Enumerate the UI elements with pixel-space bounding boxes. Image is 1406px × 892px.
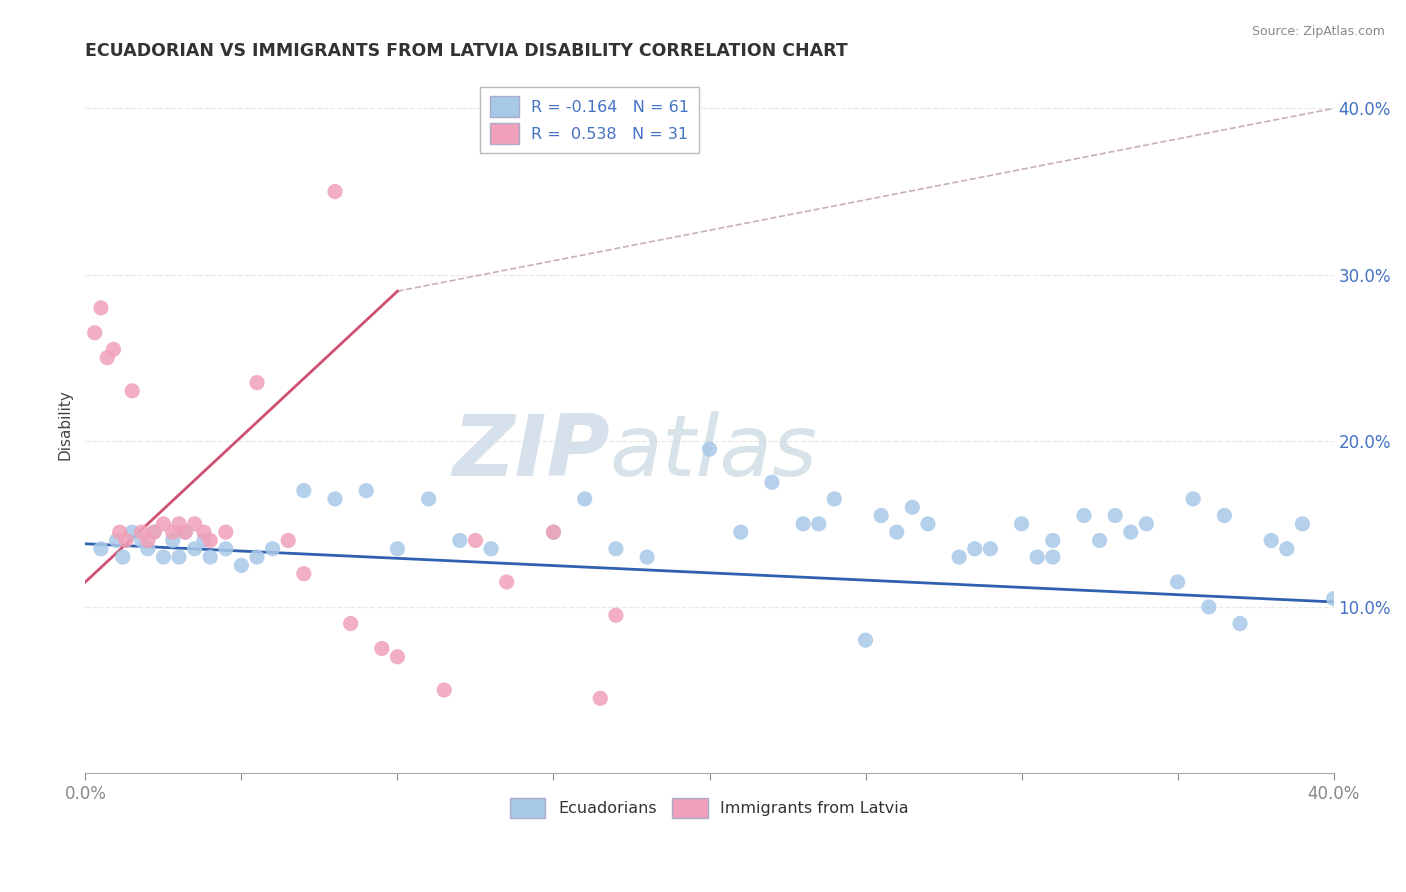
Point bbox=[143, 525, 166, 540]
Point bbox=[1167, 574, 1189, 589]
Point bbox=[193, 525, 215, 540]
Point bbox=[200, 533, 222, 548]
Point bbox=[495, 574, 517, 589]
Text: ECUADORIAN VS IMMIGRANTS FROM LATVIA DISABILITY CORRELATION CHART: ECUADORIAN VS IMMIGRANTS FROM LATVIA DIS… bbox=[86, 42, 848, 60]
Point bbox=[174, 525, 197, 540]
Point bbox=[103, 343, 125, 357]
Point bbox=[886, 525, 908, 540]
Point bbox=[162, 525, 184, 540]
Point bbox=[183, 541, 205, 556]
Point bbox=[121, 525, 143, 540]
Point bbox=[215, 541, 238, 556]
Point bbox=[1104, 508, 1126, 523]
Text: ZIP: ZIP bbox=[451, 410, 610, 493]
Point bbox=[339, 616, 361, 631]
Point bbox=[167, 550, 190, 565]
Point bbox=[1229, 616, 1251, 631]
Point bbox=[823, 491, 845, 506]
Point bbox=[323, 185, 346, 199]
Point bbox=[136, 541, 159, 556]
Point bbox=[354, 483, 377, 498]
Point bbox=[1135, 516, 1157, 531]
Point bbox=[543, 525, 565, 540]
Y-axis label: Disability: Disability bbox=[58, 389, 72, 459]
Point bbox=[231, 558, 253, 573]
Point bbox=[111, 550, 134, 565]
Point bbox=[1323, 591, 1346, 606]
Point bbox=[193, 533, 215, 548]
Point bbox=[636, 550, 658, 565]
Point bbox=[1260, 533, 1282, 548]
Point bbox=[387, 649, 409, 664]
Point bbox=[1011, 516, 1033, 531]
Point bbox=[162, 533, 184, 548]
Point bbox=[605, 608, 627, 623]
Point bbox=[948, 550, 970, 565]
Point bbox=[1026, 550, 1049, 565]
Point bbox=[115, 533, 138, 548]
Point bbox=[90, 541, 112, 556]
Point bbox=[183, 516, 205, 531]
Point bbox=[807, 516, 830, 531]
Point bbox=[1042, 550, 1064, 565]
Point bbox=[174, 525, 197, 540]
Point bbox=[901, 500, 924, 515]
Point bbox=[855, 633, 877, 648]
Point bbox=[105, 533, 128, 548]
Point bbox=[96, 351, 118, 365]
Point bbox=[464, 533, 486, 548]
Point bbox=[1073, 508, 1095, 523]
Point bbox=[418, 491, 440, 506]
Point bbox=[792, 516, 814, 531]
Point bbox=[152, 550, 174, 565]
Point bbox=[589, 691, 612, 706]
Point bbox=[979, 541, 1001, 556]
Point bbox=[292, 483, 315, 498]
Point bbox=[292, 566, 315, 581]
Point bbox=[917, 516, 939, 531]
Point bbox=[131, 533, 153, 548]
Point bbox=[167, 516, 190, 531]
Point bbox=[963, 541, 986, 556]
Point bbox=[371, 641, 394, 656]
Point bbox=[215, 525, 238, 540]
Point bbox=[1291, 516, 1313, 531]
Point bbox=[605, 541, 627, 556]
Point bbox=[387, 541, 409, 556]
Point bbox=[277, 533, 299, 548]
Point bbox=[108, 525, 131, 540]
Point bbox=[870, 508, 893, 523]
Point bbox=[574, 491, 596, 506]
Point bbox=[1182, 491, 1205, 506]
Point bbox=[1119, 525, 1142, 540]
Point bbox=[433, 683, 456, 698]
Point bbox=[1198, 599, 1220, 614]
Point bbox=[83, 326, 105, 340]
Legend: Ecuadorians, Immigrants from Latvia: Ecuadorians, Immigrants from Latvia bbox=[503, 791, 915, 824]
Point bbox=[730, 525, 752, 540]
Point bbox=[90, 301, 112, 315]
Point bbox=[131, 525, 153, 540]
Point bbox=[449, 533, 471, 548]
Point bbox=[1275, 541, 1298, 556]
Point bbox=[262, 541, 284, 556]
Point bbox=[136, 533, 159, 548]
Point bbox=[1088, 533, 1111, 548]
Point bbox=[323, 491, 346, 506]
Point bbox=[143, 525, 166, 540]
Point bbox=[479, 541, 502, 556]
Point bbox=[761, 475, 783, 490]
Point bbox=[699, 442, 721, 456]
Point bbox=[121, 384, 143, 398]
Text: Source: ZipAtlas.com: Source: ZipAtlas.com bbox=[1251, 25, 1385, 38]
Point bbox=[152, 516, 174, 531]
Point bbox=[246, 376, 269, 390]
Point bbox=[246, 550, 269, 565]
Text: atlas: atlas bbox=[610, 410, 818, 493]
Point bbox=[1042, 533, 1064, 548]
Point bbox=[200, 550, 222, 565]
Point bbox=[543, 525, 565, 540]
Point bbox=[1213, 508, 1236, 523]
